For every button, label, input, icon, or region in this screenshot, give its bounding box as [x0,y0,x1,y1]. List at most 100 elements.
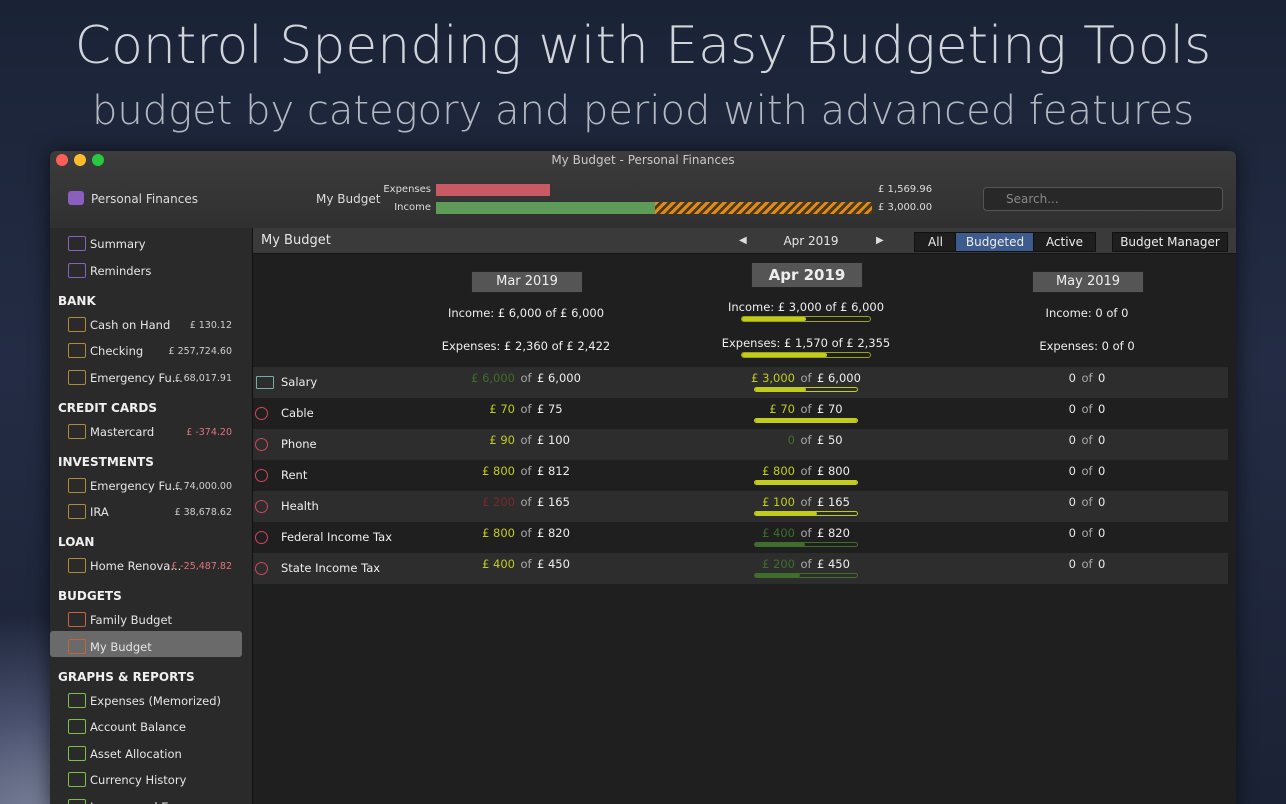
of-label: of [800,464,812,478]
sidebar-item[interactable]: Emergency Fu... [90,370,183,385]
of-label: of [800,557,812,571]
of-label: of [520,526,532,540]
income-amount: £ 3,000.00 [878,202,933,213]
budget-amount: £ 820 [537,526,570,540]
headline-title: Control Spending with Easy Budgeting Too… [74,16,1212,76]
filter-button[interactable]: Budgeted [955,232,1035,252]
close-button[interactable] [56,154,68,166]
of-label: of [520,557,532,571]
budget-amount: £ 75 [537,402,563,416]
minimize-button[interactable] [74,154,86,166]
progress-bar [742,317,806,321]
actual-amount: 0 [1068,371,1076,385]
budget-row [253,522,1228,553]
sidebar-item[interactable]: Asset Allocation [90,746,182,761]
item-icon [68,236,86,251]
budget-amount: 0 [1098,526,1106,540]
category-name[interactable]: Federal Income Tax [281,530,393,544]
actual-amount: £ 400 [482,557,515,571]
item-icon [68,719,86,734]
section-header[interactable]: BANK [58,293,96,308]
budget-popup[interactable]: My Budget [316,192,381,206]
category-name[interactable]: Health [281,499,319,513]
period-header[interactable]: May 2019 [1032,271,1144,293]
sidebar-item[interactable]: Account Balance [90,720,186,734]
sidebar-item[interactable]: IRA [90,505,109,519]
row-icon [255,438,268,451]
item-icon [68,504,86,519]
section-header[interactable]: LOAN [58,535,95,549]
sidebar-item[interactable]: Cash on Hand [90,317,171,332]
filter-button[interactable]: All [914,232,957,252]
sidebar-item[interactable]: My Budget [90,639,152,654]
budget-amount: £ 800 [817,464,850,478]
actual-amount: £ 800 [482,526,515,540]
sidebar-item[interactable]: Home Renova... [90,559,182,573]
zoom-button[interactable] [92,154,104,166]
budget-amount: 0 [1098,402,1106,416]
window-title: My Budget - Personal Finances [551,153,735,167]
category-name[interactable]: Salary [281,375,318,389]
budget-amount: 0 [1098,433,1106,447]
item-icon [68,262,86,278]
sidebar-item[interactable]: Family Budget [90,613,173,627]
item-icon [68,772,86,787]
account-popup[interactable]: Personal Finances [91,192,198,206]
cell-track [754,573,858,578]
next-arrow[interactable]: ▶ [876,235,884,246]
cell-progress [755,512,817,515]
actual-amount: £ 800 [482,464,515,478]
budget-amount: £ 165 [817,495,850,509]
sidebar-item[interactable]: Summary [90,237,146,251]
category-name[interactable]: Cable [281,406,314,420]
sidebar-item[interactable]: Currency History [90,773,187,787]
sidebar-item[interactable]: Emergency Fu... [90,478,183,493]
category-name[interactable]: State Income Tax [281,561,381,575]
sidebar-item[interactable]: Mastercard [90,424,155,439]
actual-amount: 0 [787,433,795,447]
sidebar-item[interactable]: Income and Expenses [90,800,216,804]
item-icon [68,343,86,358]
category-name[interactable]: Rent [281,468,308,482]
budget-amount: 0 [1098,557,1106,571]
section-header[interactable]: CREDIT CARDS [58,400,157,415]
income-hatch [655,202,872,214]
period-header[interactable]: Apr 2019 [751,262,863,288]
prev-arrow[interactable]: ◀ [739,235,747,246]
main-title: My Budget [261,233,331,248]
section-header[interactable]: BUDGETS [58,589,122,603]
item-amount: £ 38,678.62 [174,507,232,518]
item-icon [68,316,86,332]
filter-button[interactable]: Active [1033,232,1096,252]
income-summary: Income: £ 3,000 of £ 6,000 [727,300,885,314]
actual-amount: £ 800 [762,464,795,478]
selected-row [50,630,242,657]
expenses-label: Expenses [383,184,431,195]
cell-progress [755,543,805,546]
income-summary: Income: 0 of 0 [1045,306,1129,320]
of-label: of [520,433,532,447]
section-header[interactable]: GRAPHS & REPORTS [58,669,195,684]
item-icon [68,477,86,493]
category-name[interactable]: Phone [281,437,317,451]
item-amount: £ 74,000.00 [174,480,232,492]
of-label: of [520,464,532,478]
sidebar-item[interactable]: Reminders [90,263,152,278]
of-label: of [1081,433,1093,447]
search-field[interactable]: Search... [983,187,1223,211]
cell-track [754,387,858,392]
section-header[interactable]: INVESTMENTS [58,454,154,469]
actual-amount: £ 70 [489,402,515,416]
cell-progress [755,574,801,577]
budget-amount: £ 450 [537,557,570,571]
of-label: of [800,526,812,540]
budget-amount: £ 100 [537,433,570,447]
sidebar-item[interactable]: Expenses (Memorized) [90,693,221,708]
period-header[interactable]: Mar 2019 [471,271,583,293]
sidebar-item[interactable]: Checking [90,344,144,358]
actual-amount: 0 [1068,464,1076,478]
budget-manager-button[interactable]: Budget Manager [1112,232,1228,252]
item-icon [68,692,86,708]
item-amount: £ 130.12 [189,319,232,331]
